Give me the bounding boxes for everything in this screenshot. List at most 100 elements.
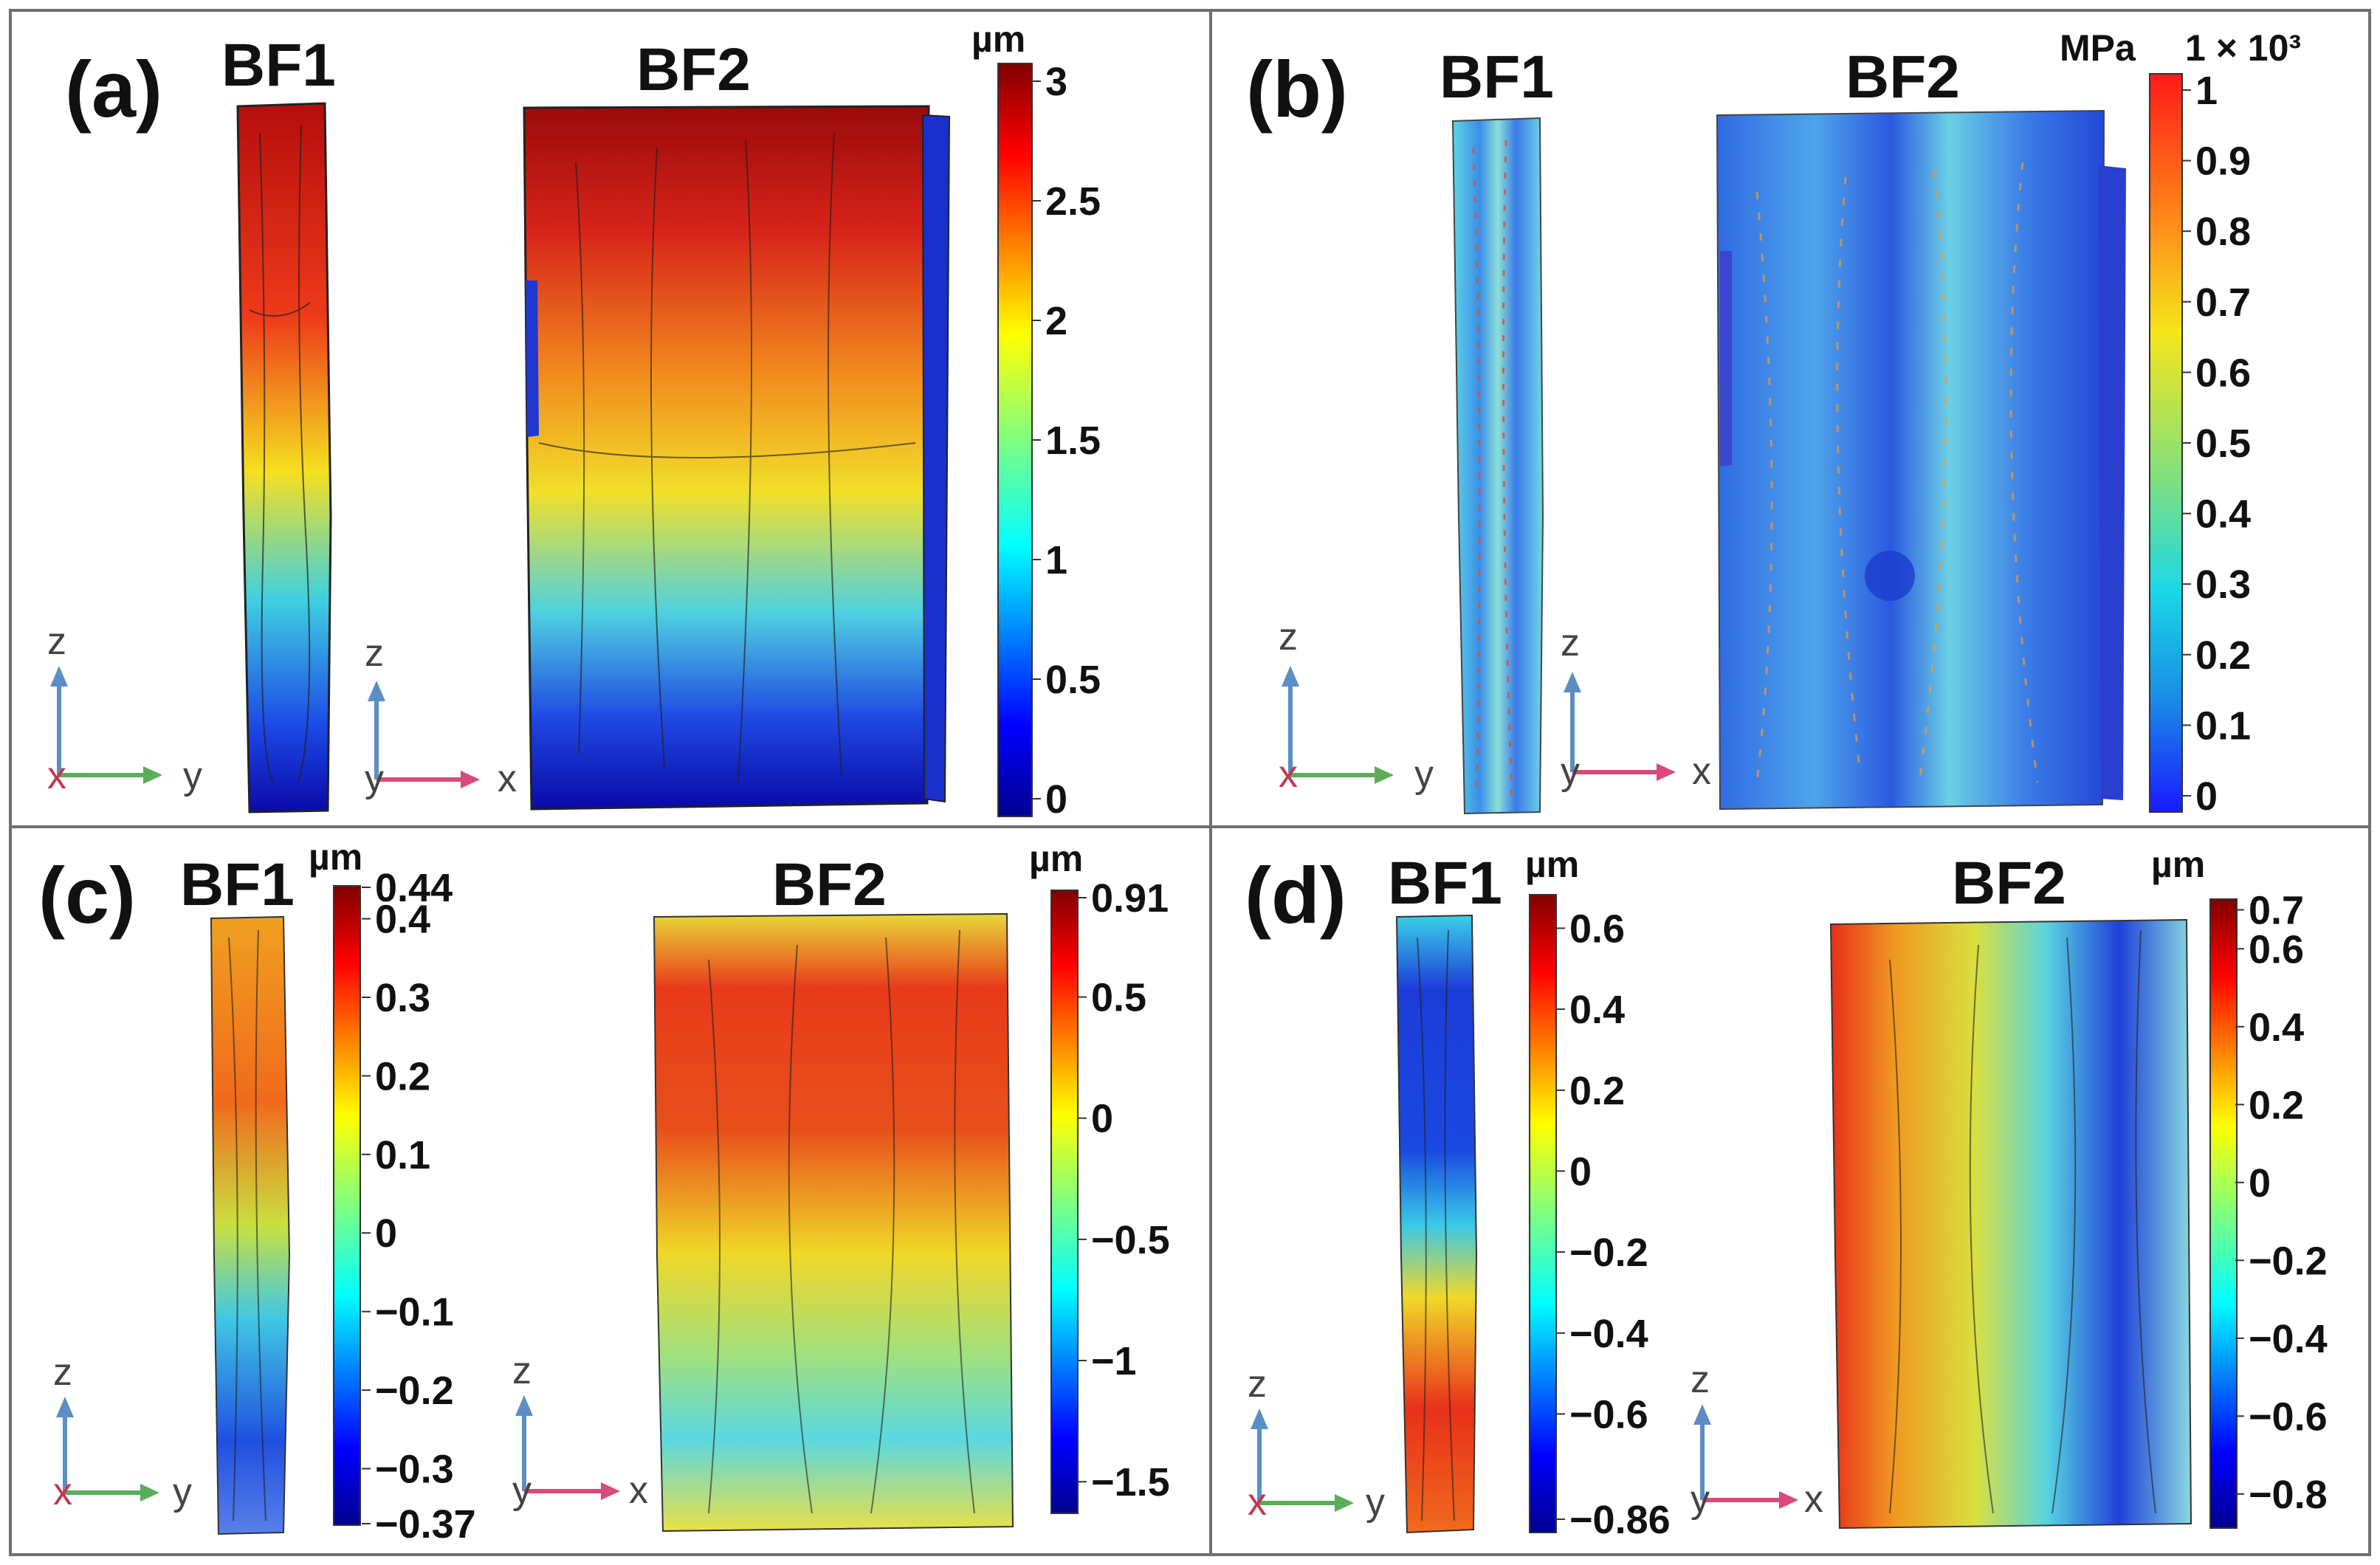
colorbar-tick-label: 0 [2195, 774, 2218, 819]
panel-d-colorbar2: 0.70.6 0.4 0.2 0 −0.2 −0.4 −0.6 −0.8 [2209, 889, 2328, 1529]
panel-a-axes-triad-2: z x y [365, 632, 517, 800]
panel-c-bf2-specimen [653, 912, 1014, 1533]
panel-d-axis2-origin-label: y [1691, 1478, 1710, 1521]
panel-c-axis2-up-label: z [512, 1349, 532, 1392]
panel-d: (d) BF1 BF2 z y x z x y µ [1245, 844, 2328, 1542]
panel-b-axis2-up-label: z [1561, 622, 1580, 664]
colorbar-tick-label: 0.44 [375, 866, 453, 910]
panel-a-axis2-origin-label: y [365, 757, 384, 800]
panel-a: (a) BF1 BF2 z y x z x [47, 18, 1101, 822]
colorbar-tick-label: 0 [375, 1211, 397, 1256]
colorbar-tick-label: 0.2 [375, 1054, 430, 1098]
panel-c-bf2-title: BF2 [772, 851, 887, 918]
colorbar-tick-label: −1 [1091, 1339, 1137, 1383]
colorbar-tick-label: 0.5 [2195, 422, 2251, 466]
panel-c-colorbar1-unit: µm [309, 836, 362, 878]
colorbar-tick-label: −0.4 [1569, 1312, 1648, 1356]
colorbar-tick-label: 0.4 [1569, 988, 1625, 1032]
panel-b-colorbar: 1 0.9 0.8 0.7 0.6 0.5 0.4 0.3 0.2 0.1 0 [2149, 69, 2251, 819]
panel-d-colorbar2-unit: µm [2151, 844, 2205, 885]
colorbar-tick-label: 0.5 [1091, 976, 1146, 1020]
panel-a-bf2-title: BF2 [636, 36, 751, 103]
panel-b-bf2-title: BF2 [1846, 44, 1960, 111]
colorbar-tick-label: 0.4 [375, 898, 430, 942]
panel-b-axes-triad-2: z x y [1561, 622, 1711, 793]
colorbar-tick-label: 0 [1569, 1149, 1592, 1194]
colorbar-tick-label: −0.37 [375, 1502, 476, 1547]
colorbar-tick-label: −1.5 [1091, 1460, 1170, 1504]
colorbar-tick-label: 0.8 [2195, 210, 2251, 254]
panel-a-colorbar-ticks: 3 2.5 2 1.5 1 0.5 0 [1032, 60, 1101, 822]
panel-d-bf1-title: BF1 [1388, 850, 1502, 917]
panel-d-bf2-specimen [1829, 918, 2192, 1530]
colorbar-tick-label: −0.2 [2249, 1239, 2328, 1283]
panel-b-label: (b) [1246, 44, 1348, 134]
panel-b-bf1-title: BF1 [1440, 44, 1554, 111]
panel-d-colorbar2-ticks: 0.70.6 0.4 0.2 0 −0.2 −0.4 −0.6 −0.8 [2235, 889, 2328, 1517]
colorbar-tick-label: 0.7 [2249, 889, 2304, 933]
colorbar-tick-label: 0.5 [1045, 658, 1101, 702]
panel-c-axes-triad-2: z x y [512, 1349, 648, 1512]
panel-b-bf1-specimen [1451, 117, 1544, 815]
panel-a-axis1-up-label: z [47, 620, 66, 663]
panel-c-colorbar2: 0.91 0.5 0 −0.5 −1 −1.5 [1050, 876, 1170, 1514]
panel-c-bf1-title: BF1 [180, 851, 295, 918]
panel-d-axis2-up-label: z [1691, 1358, 1710, 1401]
colorbar-tick-label: 0.4 [2195, 492, 2251, 537]
panel-d-colorbar1-unit: µm [1525, 844, 1579, 885]
panel-d-colorbar1-ticks: 0.6 0.4 0.2 0 −0.2 −0.4 −0.6 −0.86 [1556, 907, 1671, 1542]
colorbar-tick-label: 0.1 [2195, 704, 2251, 748]
panel-a-label: (a) [65, 44, 162, 134]
colorbar-tick-label: 0.2 [2195, 633, 2251, 678]
panel-c: (c) BF1 BF2 z y x z x y µ [38, 836, 1170, 1547]
colorbar-tick-label: −0.4 [2249, 1317, 2328, 1361]
panel-d-axis1-up-label: z [1248, 1363, 1267, 1406]
colorbar-tick-label: −0.2 [375, 1369, 454, 1413]
panel-b-axis1-origin-label: x [1279, 753, 1298, 796]
colorbar-tick-label: 3 [1045, 60, 1067, 104]
panel-b-axis1-right-label: y [1414, 753, 1434, 796]
panel-b-colorbar-multiplier: 1 × 10³ [2185, 27, 2301, 69]
panel-a-bf2-specimen [523, 105, 951, 811]
colorbar-tick-label: 1.5 [1045, 419, 1101, 463]
colorbar-tick-label: 0.3 [2195, 563, 2251, 607]
panel-c-axis2-right-label: x [629, 1469, 648, 1512]
panel-a-axis2-right-label: x [498, 757, 517, 800]
panel-c-axis1-origin-label: x [53, 1471, 72, 1513]
panel-a-colorbar: 3 2.5 2 1.5 1 0.5 0 [997, 60, 1101, 822]
panel-c-axis1-up-label: z [53, 1351, 72, 1394]
colorbar-tick-label: −0.2 [1569, 1231, 1648, 1275]
colorbar-tick-label: 0.6 [2195, 351, 2251, 395]
outer-frame [9, 9, 2371, 1556]
panel-a-colorbar-unit: µm [971, 18, 1025, 60]
panel-b-axis2-origin-label: y [1561, 750, 1580, 793]
colorbar-tick-label: 0.3 [375, 976, 430, 1020]
colorbar-tick-label: −0.5 [1091, 1218, 1170, 1262]
colorbar-tick-label: 0.6 [2249, 927, 2304, 971]
colorbar-tick-label: 0.7 [2195, 281, 2251, 325]
colorbar-tick-label: 0 [1091, 1097, 1113, 1141]
colorbar-tick-label: 0.2 [2249, 1083, 2304, 1127]
panel-c-colorbar1-ticks: 0.440.4 0.3 0.2 0.1 0 −0.1 −0.2 −0.3 −0.37 [362, 866, 476, 1547]
panel-a-axes-triad-1: z y x [47, 620, 202, 797]
panel-c-axis1-right-label: y [173, 1471, 192, 1513]
panel-b-bf2-specimen [1716, 109, 2126, 811]
panel-c-axis2-origin-label: y [512, 1469, 532, 1512]
colorbar-tick-label: −0.8 [2249, 1473, 2328, 1517]
colorbar-tick-label: −0.6 [2249, 1394, 2328, 1439]
panel-b-axes-triad-1: z y x [1279, 616, 1434, 796]
panel-d-axis1-origin-label: x [1248, 1481, 1267, 1524]
colorbar-tick-label: 0.6 [1569, 907, 1625, 951]
panel-d-label: (d) [1245, 850, 1347, 940]
panel-b-colorbar-unit: MPa [2060, 27, 2136, 69]
colorbar-tick-label: −0.6 [1569, 1392, 1648, 1437]
panel-c-colorbar2-unit: µm [1029, 838, 1083, 879]
panel-d-bf1-specimen [1395, 914, 1478, 1534]
panel-d-axes-triad-2: z x y [1691, 1358, 1823, 1521]
panel-d-axis2-right-label: x [1804, 1478, 1823, 1521]
panel-a-axis1-origin-label: x [47, 754, 66, 797]
colorbar-tick-label: −0.1 [375, 1290, 454, 1335]
panel-d-bf2-title: BF2 [1952, 850, 2066, 917]
panel-b: (b) BF1 BF2 z y x z [1246, 27, 2301, 819]
colorbar-tick-label: 0.1 [375, 1133, 430, 1177]
